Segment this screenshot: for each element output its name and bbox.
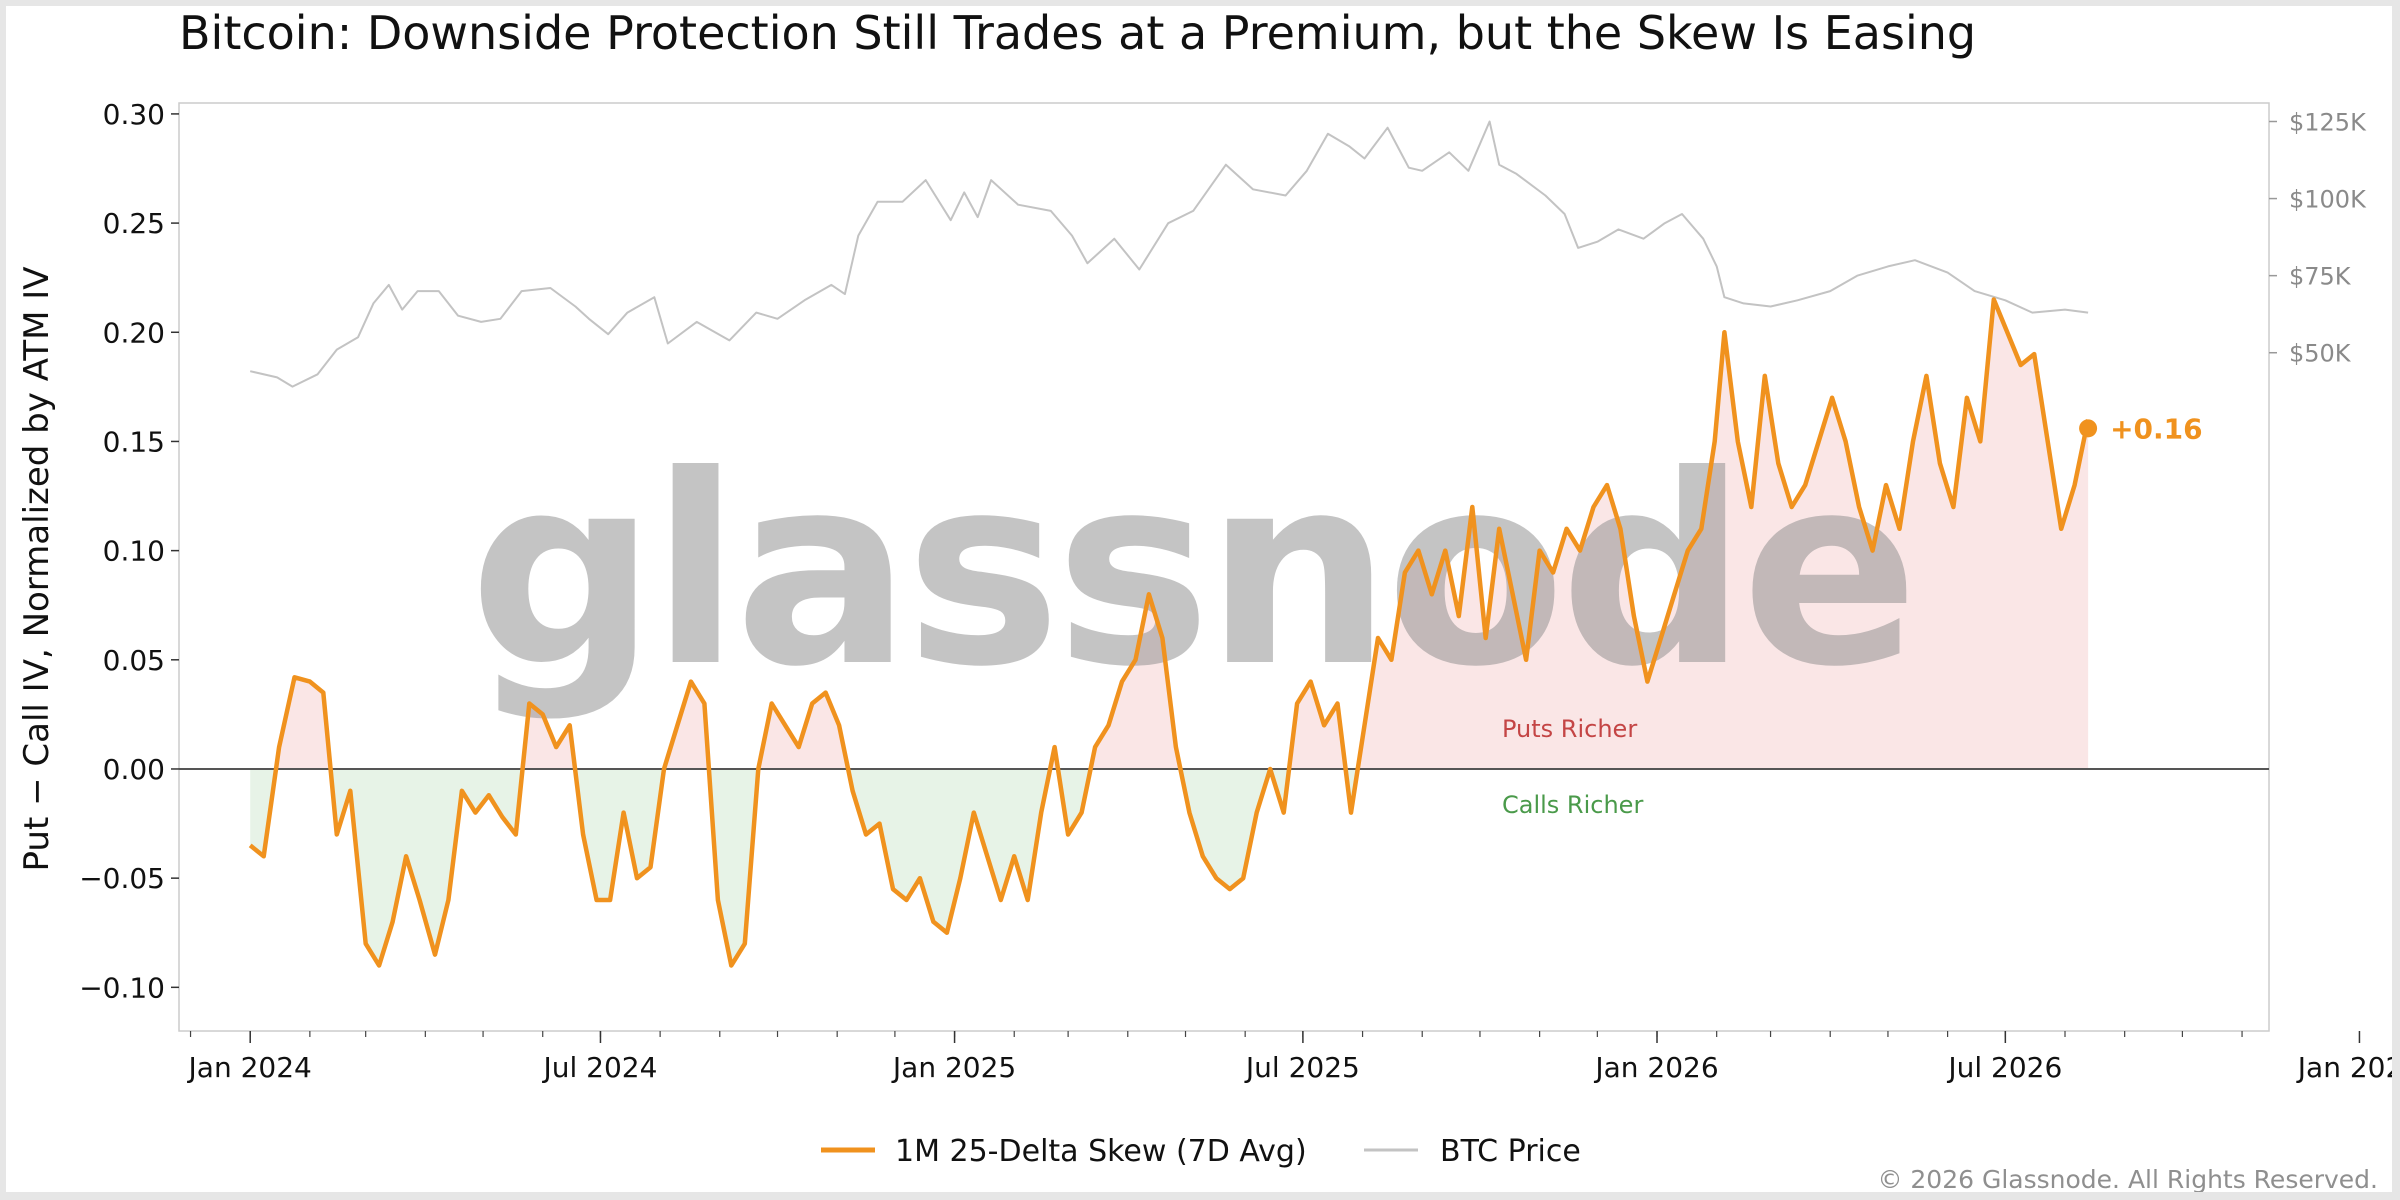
price-tick-label: $100K: [2289, 186, 2367, 214]
skew-layer: [248, 297, 2091, 968]
copyright-text: © 2026 Glassnode. All Rights Reserved.: [1877, 1165, 2378, 1192]
chart-frame: Bitcoin: Downside Protection Still Trade…: [6, 6, 2392, 1192]
x-tick-label: Jul 2026: [1946, 1051, 2062, 1084]
x-tick-label: Jan 2026: [1593, 1051, 1718, 1084]
y-tick-label: 0.00: [103, 753, 165, 786]
puts-richer-label: Puts Richer: [1502, 715, 1637, 743]
y-axis-ticks: 0.30 0.25 0.20 0.15 0.10 0.05 0.00 −0.05 −0.10: [79, 98, 179, 1004]
x-tick-label: Jan 2027: [2296, 1051, 2392, 1084]
y-tick-label: 0.30: [103, 98, 165, 131]
end-annotation-layer: +0.16: [2079, 412, 2203, 445]
y-tick-label: 0.15: [103, 425, 165, 458]
price-axis-ticks: $125K $100K $75K $50K: [2269, 108, 2367, 368]
shaded-regions: [250, 299, 2089, 966]
calls-richer-label: Calls Richer: [1502, 791, 1643, 819]
zone-labels: Puts Richer Calls Richer: [1502, 715, 1643, 819]
puts-richer-area: [276, 299, 2089, 769]
y-tick-label: 0.20: [103, 316, 165, 349]
legend-price-label: BTC Price: [1440, 1134, 1581, 1169]
y-axis-label: Put − Call IV, Normalized by ATM IV: [17, 266, 57, 871]
skew-chart: Bitcoin: Downside Protection Still Trade…: [17, 6, 2392, 1192]
chart-title: Bitcoin: Downside Protection Still Trade…: [179, 6, 1976, 60]
glassnode-watermark: glassnode: [469, 419, 1913, 724]
y-tick-label: 0.05: [103, 644, 165, 677]
btc-price-line: [249, 120, 2089, 388]
btc-price-layer: [249, 120, 2089, 388]
y-tick-label: 0.10: [103, 535, 165, 568]
end-point-marker: [2079, 419, 2098, 438]
x-tick-label: Jul 2024: [541, 1051, 657, 1084]
x-axis-ticks: Jan 2024 Jul 2024 Jan 2025 Jul 2025 Jan 2026…: [187, 1031, 2392, 1084]
price-tick-label: $75K: [2289, 263, 2352, 291]
y-tick-label: −0.05: [79, 862, 165, 895]
plot-area-frame: [178, 102, 2270, 1032]
y-tick-label: −0.10: [79, 971, 165, 1004]
y-tick-label: 0.25: [103, 207, 165, 240]
watermark-layer: glassnode: [469, 419, 1919, 724]
price-tick-label: $50K: [2289, 340, 2352, 368]
price-tick-label: $125K: [2289, 108, 2367, 136]
skew-7d-avg-line: [248, 297, 2091, 968]
legend-skew-label: 1M 25-Delta Skew (7D Avg): [895, 1134, 1307, 1169]
legend: 1M 25-Delta Skew (7D Avg) BTC Price: [821, 1134, 1581, 1169]
x-tick-label: Jan 2024: [187, 1051, 312, 1084]
x-tick-label: Jan 2025: [891, 1051, 1016, 1084]
x-tick-label: Jul 2025: [1244, 1051, 1360, 1084]
end-value-label: +0.16: [2110, 412, 2203, 445]
calls-richer-area: [250, 769, 1358, 966]
